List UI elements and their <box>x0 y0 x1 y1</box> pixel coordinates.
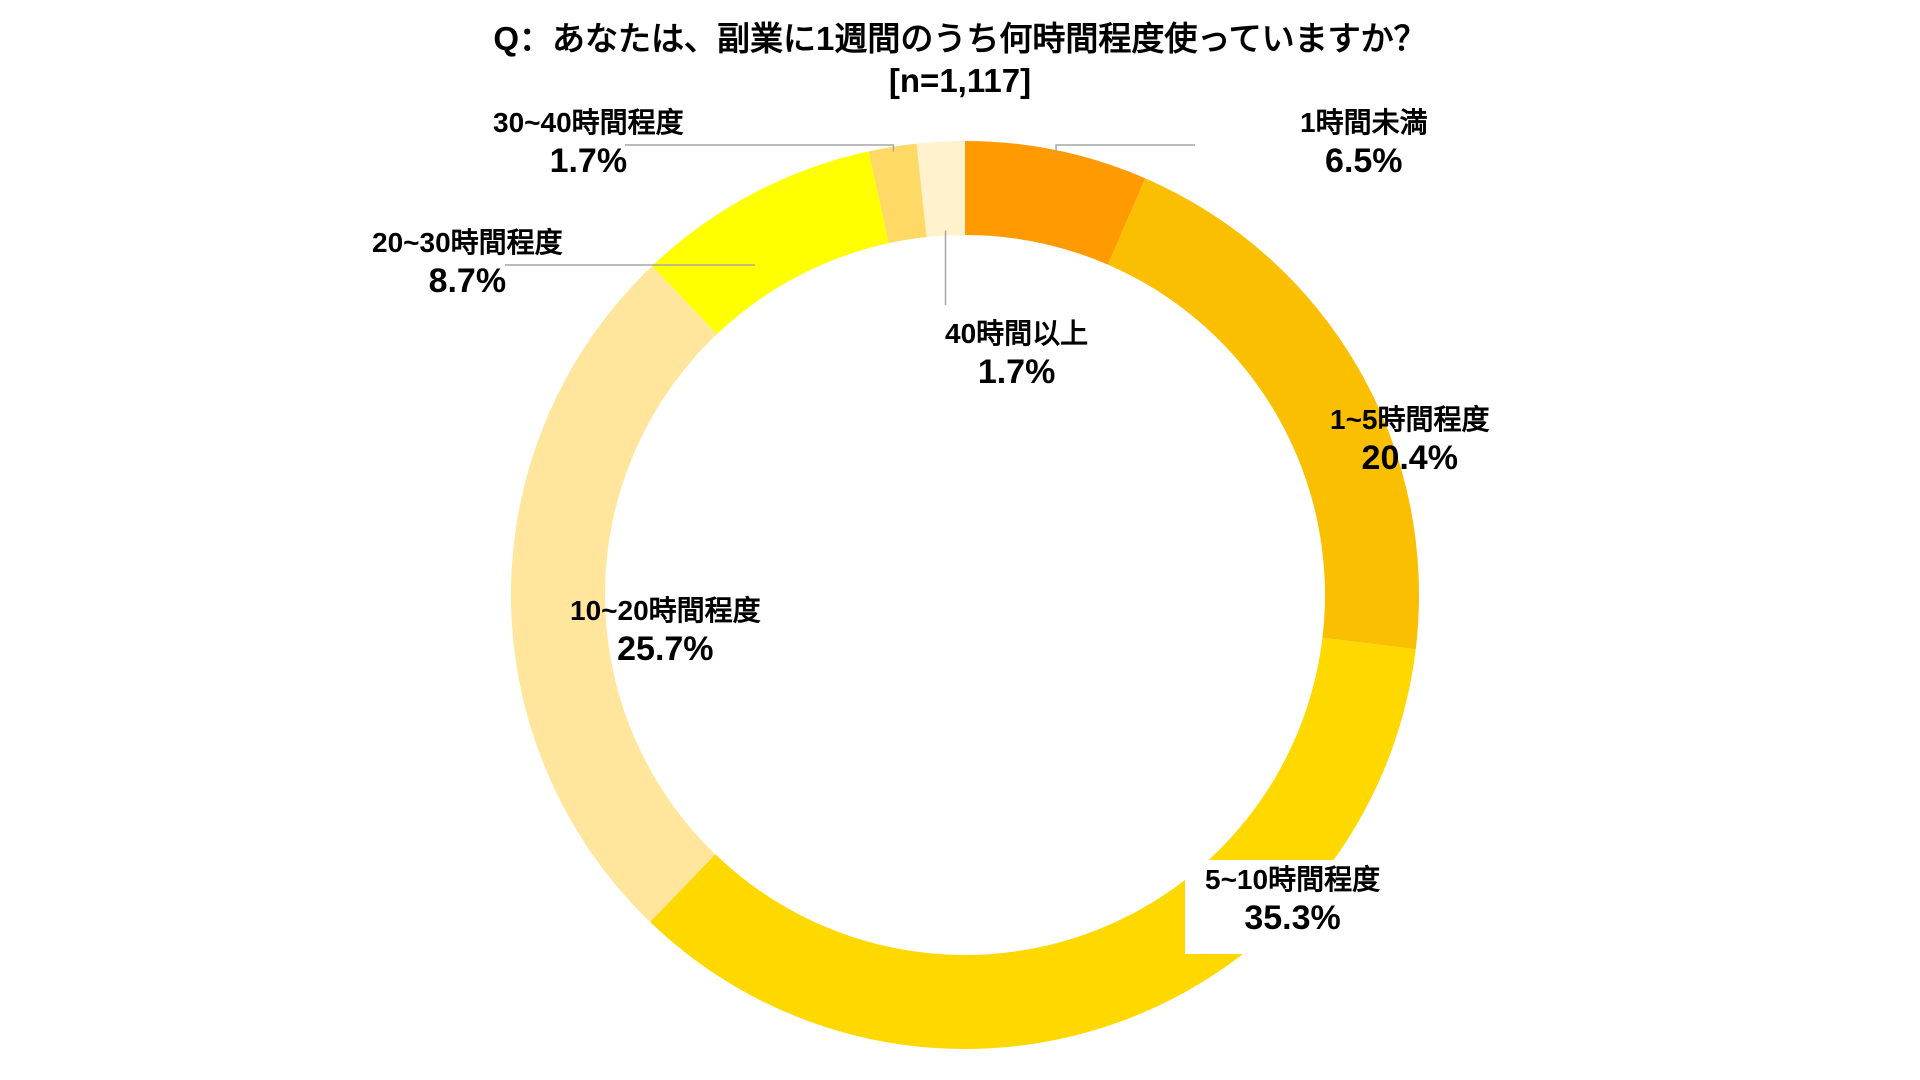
slice-5-10h <box>650 637 1416 1049</box>
label-40h-plus-value: 1.7% <box>977 353 1056 391</box>
leader-line-30-40h <box>625 144 895 152</box>
label-20-30h-value: 8.7% <box>428 262 507 300</box>
label-20-30h-category: 20~30時間程度 <box>372 227 563 258</box>
chart-subtitle: [n=1,117] <box>888 62 1032 100</box>
label-under-1h: 1時間未満 6.5% <box>1300 105 1428 183</box>
slice-10-20h <box>511 266 717 923</box>
label-5-10h: 5~10時間程度 35.3% <box>1185 860 1401 954</box>
label-20-30h: 20~30時間程度 8.7% <box>372 225 563 303</box>
label-1-5h-category: 1~5時間程度 <box>1330 404 1490 435</box>
label-10-20h-category: 10~20時間程度 <box>570 595 761 626</box>
chart-title: Q：あなたは、副業に1週間のうち何時間程度使っていますか？ <box>493 20 1427 57</box>
label-30-40h: 30~40時間程度 1.7% <box>493 105 684 183</box>
label-5-10h-category: 5~10時間程度 <box>1205 864 1381 895</box>
slice-30-40h <box>868 143 927 244</box>
label-40h-plus: 40時間以上 1.7% <box>945 316 1088 394</box>
leader-line-under-1h <box>1055 144 1195 156</box>
label-10-20h: 10~20時間程度 25.7% <box>570 593 761 671</box>
slice-under-1h <box>965 141 1146 265</box>
label-under-1h-value: 6.5% <box>1325 142 1403 180</box>
label-under-1h-category: 1時間未満 <box>1300 107 1428 138</box>
label-40h-plus-category: 40時間以上 <box>945 318 1089 349</box>
label-30-40h-value: 1.7% <box>549 142 628 180</box>
label-1-5h: 1~5時間程度 20.4% <box>1330 402 1490 480</box>
label-30-40h-category: 30~40時間程度 <box>493 107 684 138</box>
label-1-5h-value: 20.4% <box>1361 439 1458 477</box>
label-10-20h-value: 25.7% <box>617 630 714 668</box>
label-5-10h-value: 35.3% <box>1244 899 1341 937</box>
chart-title-block: Q：あなたは、副業に1週間のうち何時間程度使っていますか？ [n=1,117] <box>0 18 1920 102</box>
slice-40h-plus <box>916 141 965 238</box>
slice-20-30h <box>652 151 889 335</box>
slice-1-5h <box>1107 178 1419 650</box>
